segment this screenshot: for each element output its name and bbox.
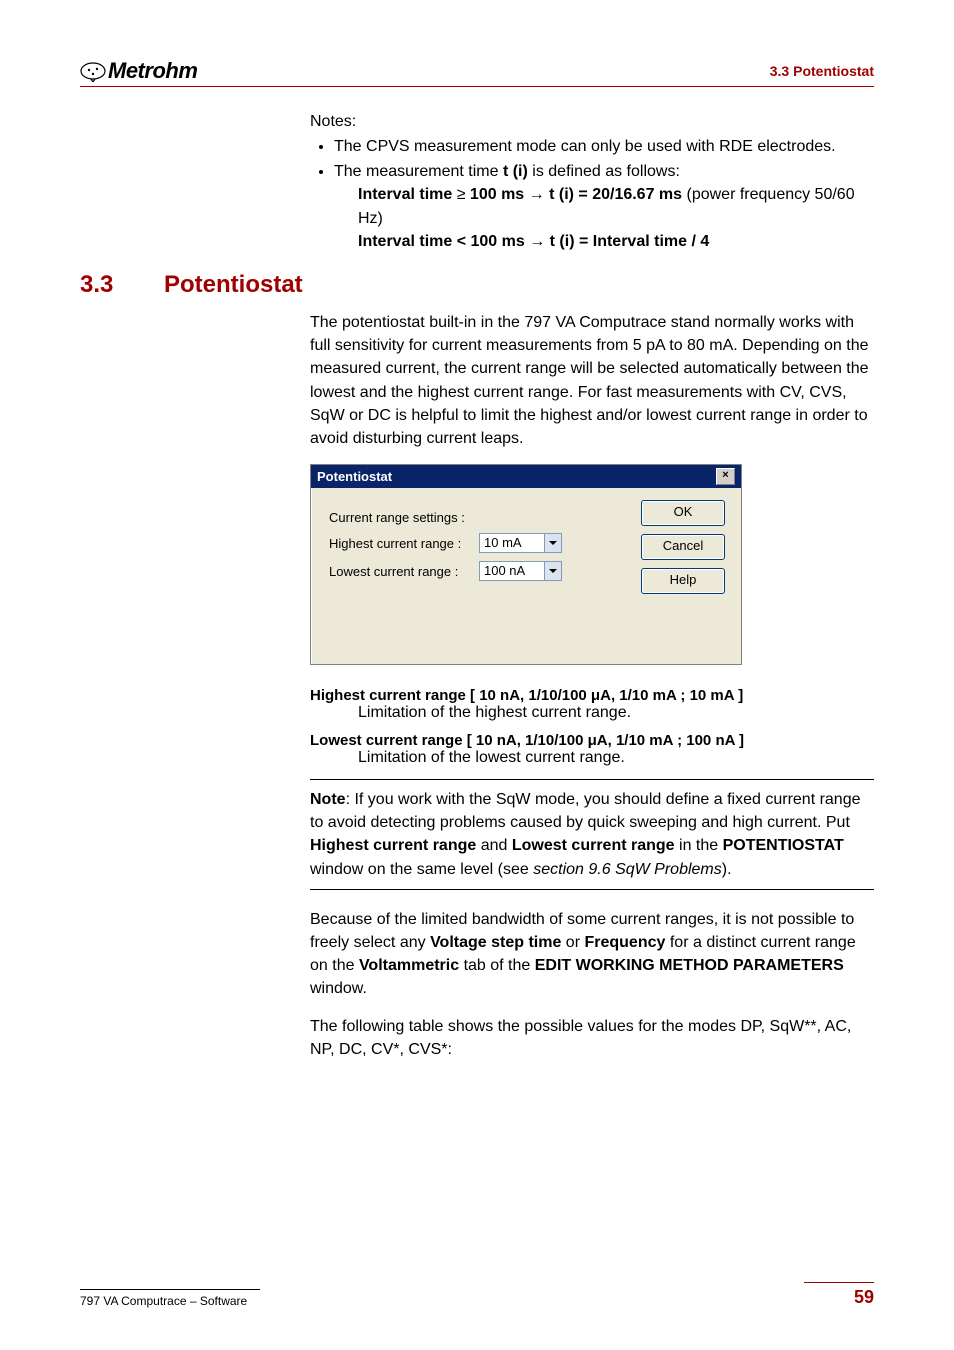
- dialog-body: Current range settings : Highest current…: [311, 488, 741, 664]
- note-text: in the: [675, 837, 723, 854]
- sub-line: Interval time < 100 ms → t (i) = Interva…: [358, 230, 874, 253]
- notes-list: The CPVS measurement mode can only be us…: [310, 135, 874, 253]
- page-footer: 797 VA Computrace – Software 59: [80, 1282, 874, 1308]
- list-item: The measurement time t (i) is defined as…: [334, 160, 874, 253]
- para-bold: EDIT WORKING METHOD PARAMETERS: [535, 957, 844, 974]
- note-bold: POTENTIOSTAT: [723, 837, 844, 854]
- bullet-text: is defined as follows:: [528, 163, 680, 180]
- param-block: Lowest current range [ 10 nA, 1/10/100 μ…: [310, 732, 874, 767]
- after-para: Because of the limited bandwidth of some…: [310, 908, 874, 1001]
- footer-rule: [80, 1289, 260, 1290]
- sub-line: Interval time ≥ 100 ms → t (i) = 20/16.6…: [358, 183, 874, 229]
- sub-bold: t (i) = Interval time / 4: [545, 233, 709, 250]
- section-heading: 3.3Potentiostat: [80, 271, 874, 299]
- sub-bold: Interval time: [358, 186, 457, 203]
- arrow-icon: →: [529, 233, 545, 250]
- sub-bold: t (i) = 20/16.67 ms: [545, 186, 682, 203]
- lowest-label: Lowest current range :: [329, 564, 479, 579]
- note-bold: Lowest current range: [512, 837, 675, 854]
- param-highest-label: Highest current range [ 10 nA, 1/10/100 …: [310, 687, 874, 704]
- list-item: The CPVS measurement mode can only be us…: [334, 135, 874, 158]
- footer-rule: [804, 1282, 874, 1283]
- section-number: 3.3: [80, 271, 164, 299]
- select-value: 100 nA: [479, 561, 545, 581]
- note-text: window on the same level (see: [310, 861, 533, 878]
- footer-right: 59: [804, 1282, 874, 1308]
- para-text: window.: [310, 980, 367, 997]
- bullet-text: The CPVS measurement mode can only be us…: [334, 138, 836, 155]
- para-bold: Frequency: [584, 934, 665, 951]
- notes-label: Notes:: [310, 113, 874, 131]
- para-text: or: [561, 934, 584, 951]
- section-title: Potentiostat: [164, 271, 303, 298]
- chevron-down-icon[interactable]: [545, 561, 562, 581]
- highest-label: Highest current range :: [329, 536, 479, 551]
- page-header: Metrohm 3.3 Potentiostat: [80, 58, 874, 87]
- logo-icon: [80, 62, 106, 82]
- potentiostat-dialog: Potentiostat × Current range settings : …: [310, 464, 742, 665]
- note-text: : If you work with the SqW mode, you sho…: [310, 791, 861, 831]
- footer-doc-title: 797 VA Computrace – Software: [80, 1294, 247, 1308]
- logo-text: Metrohm: [108, 58, 197, 83]
- select-value: 10 mA: [479, 533, 545, 553]
- param-lowest-desc: Limitation of the lowest current range.: [358, 749, 874, 767]
- sub-bold: Interval time < 100 ms: [358, 233, 529, 250]
- help-button[interactable]: Help: [641, 568, 725, 594]
- note-text: ).: [722, 861, 732, 878]
- arrow-icon: →: [529, 186, 545, 203]
- para-text: tab of the: [459, 957, 535, 974]
- chevron-down-icon[interactable]: [545, 533, 562, 553]
- highest-range-select[interactable]: 10 mA: [479, 533, 562, 553]
- dialog-buttons: OK Cancel Help: [641, 500, 725, 594]
- bullet-bold: t (i): [503, 163, 528, 180]
- dialog-title-text: Potentiostat: [317, 469, 392, 484]
- cancel-button[interactable]: Cancel: [641, 534, 725, 560]
- sub-bold: 100 ms: [465, 186, 528, 203]
- dialog-titlebar: Potentiostat ×: [311, 465, 741, 488]
- footer-left: 797 VA Computrace – Software: [80, 1289, 260, 1308]
- note-prefix: Note: [310, 791, 346, 808]
- header-section-ref: 3.3 Potentiostat: [770, 63, 874, 79]
- close-icon[interactable]: ×: [716, 468, 735, 485]
- brand-logo: Metrohm: [80, 58, 197, 84]
- after-para-2: The following table shows the possible v…: [310, 1015, 874, 1061]
- param-highest-desc: Limitation of the highest current range.: [358, 704, 874, 722]
- param-block: Highest current range [ 10 nA, 1/10/100 …: [310, 687, 874, 722]
- section-para: The potentiostat built-in in the 797 VA …: [310, 311, 874, 450]
- note-bold: Highest current range: [310, 837, 476, 854]
- note-italic: section 9.6 SqW Problems: [533, 861, 722, 878]
- page-number: 59: [854, 1287, 874, 1307]
- param-lowest-label: Lowest current range [ 10 nA, 1/10/100 μ…: [310, 732, 874, 749]
- lowest-range-select[interactable]: 100 nA: [479, 561, 562, 581]
- note-box: Note: If you work with the SqW mode, you…: [310, 779, 874, 890]
- para-bold: Voltage step time: [430, 934, 561, 951]
- para-bold: Voltammetric: [359, 957, 459, 974]
- ok-button[interactable]: OK: [641, 500, 725, 526]
- bullet-text: The measurement time: [334, 163, 503, 180]
- settings-label: Current range settings :: [329, 510, 479, 525]
- note-text: and: [476, 837, 512, 854]
